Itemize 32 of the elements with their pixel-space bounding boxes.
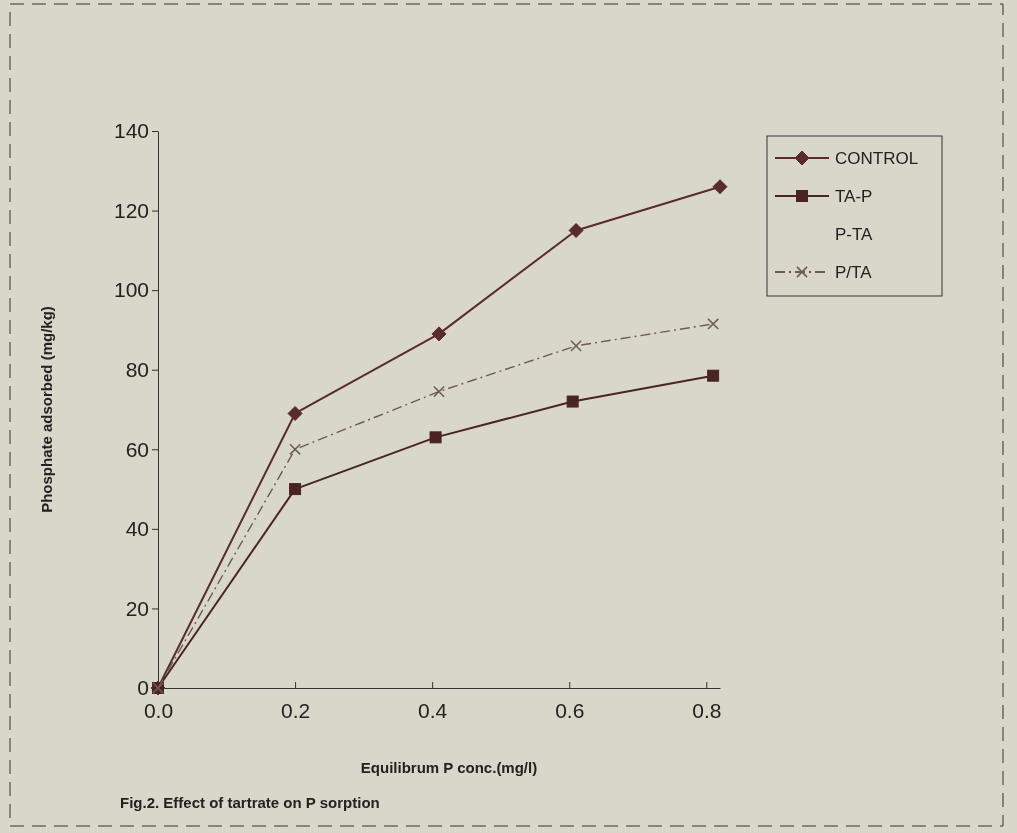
x-tick-label: 0.8 <box>692 699 722 723</box>
y-tick-label: 20 <box>125 596 149 620</box>
y-tick-label: 40 <box>125 517 149 541</box>
point <box>707 318 720 330</box>
y-tick-label: 120 <box>113 198 149 222</box>
legend-label: P/TA <box>835 263 873 282</box>
point <box>712 179 728 195</box>
point <box>433 385 445 398</box>
point <box>289 443 301 456</box>
text: Fig.2. Effect of tartrate on P sorption <box>120 794 380 811</box>
point <box>566 395 579 408</box>
y-tick-label: 0 <box>137 676 149 700</box>
y-axis-title: Phosphate adsorbed (mg/kg) <box>38 306 55 513</box>
point <box>429 431 442 444</box>
x-tick-label: 0.6 <box>555 699 585 723</box>
legend-label: CONTROL <box>835 149 919 168</box>
point <box>289 483 302 496</box>
legend-label: TA-P <box>835 187 873 206</box>
y-tick-label: 60 <box>125 437 149 461</box>
point <box>707 369 720 382</box>
x-axis-title: Equilibrum P conc.(mg/l) <box>360 759 538 776</box>
point <box>568 222 584 238</box>
y-tick-label: 100 <box>113 278 149 302</box>
point <box>287 405 303 421</box>
point <box>570 339 582 352</box>
point <box>431 326 447 342</box>
text: P-TA <box>835 225 874 244</box>
x-tick-label: 0.4 <box>418 699 448 723</box>
y-tick-label: 80 <box>125 357 149 381</box>
y-tick-label: 140 <box>113 119 149 143</box>
x-tick-label: 0.0 <box>143 699 174 723</box>
x-tick-label: 0.2 <box>280 699 311 723</box>
